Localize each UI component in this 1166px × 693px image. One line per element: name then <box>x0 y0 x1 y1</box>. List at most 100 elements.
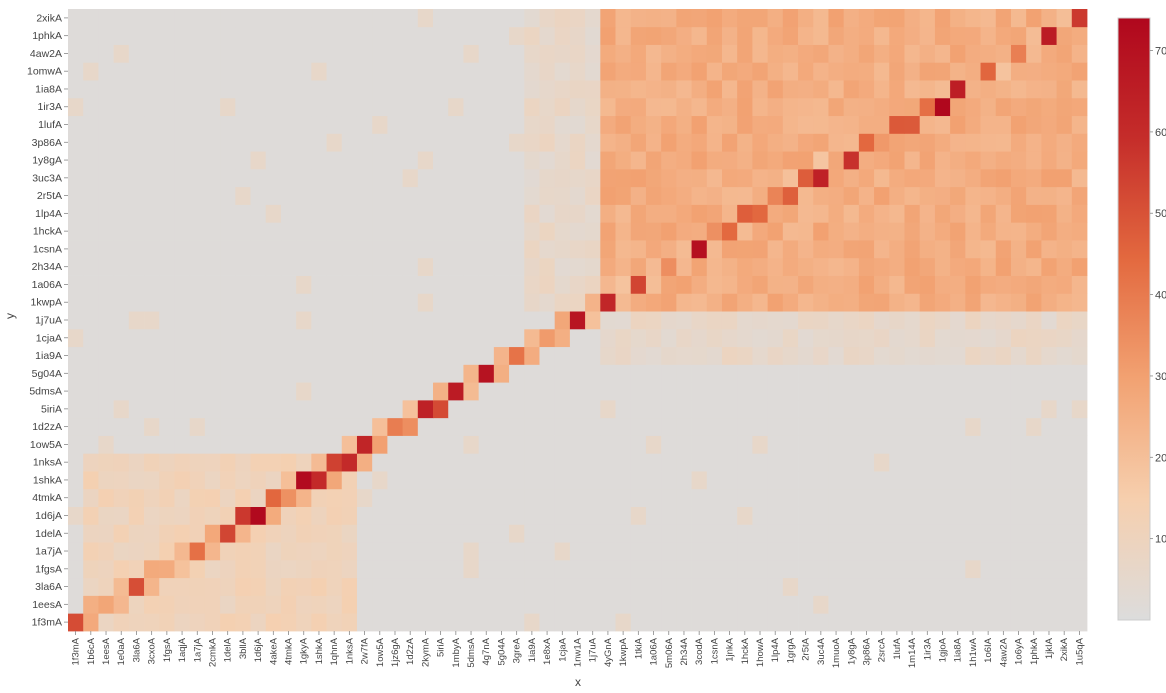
heatmap-cell <box>950 471 966 490</box>
heatmap-cell <box>1041 44 1057 63</box>
heatmap-cell <box>448 613 464 632</box>
heatmap-cell <box>630 186 647 205</box>
heatmap-cell <box>615 240 632 259</box>
heatmap-cell <box>402 595 419 614</box>
heatmap-cell <box>417 275 434 294</box>
heatmap-cell <box>706 417 723 436</box>
y-tick-label: 1csnA <box>33 243 62 255</box>
heatmap-cell <box>296 275 312 294</box>
heatmap-cell <box>83 364 99 383</box>
heatmap-cell <box>782 26 799 45</box>
heatmap-cell <box>493 257 510 276</box>
heatmap-cell <box>980 435 997 454</box>
heatmap-cell <box>600 186 616 205</box>
heatmap-cell <box>326 168 343 188</box>
heatmap-cell <box>874 222 890 241</box>
heatmap-cell <box>965 453 981 472</box>
heatmap-cell <box>372 328 388 348</box>
heatmap-cell <box>448 417 464 436</box>
heatmap-cell <box>204 471 221 490</box>
heatmap-cell <box>250 559 267 579</box>
heatmap-cell <box>189 115 206 134</box>
heatmap-cell <box>159 204 175 223</box>
heatmap-cell <box>630 311 647 330</box>
heatmap-cell <box>356 613 373 632</box>
heatmap-cell <box>402 311 419 330</box>
heatmap-cell <box>1026 293 1042 312</box>
heatmap-cell <box>828 240 845 259</box>
heatmap-cell <box>128 453 145 472</box>
heatmap-cell <box>904 506 921 525</box>
heatmap-cell <box>128 488 145 507</box>
heatmap-cell <box>509 382 525 401</box>
heatmap-cell <box>159 577 175 596</box>
heatmap-cell <box>554 62 571 81</box>
y-tick-label: 1a06A <box>32 279 62 291</box>
heatmap-cell <box>204 399 221 419</box>
heatmap-cell <box>798 275 814 294</box>
heatmap-cell <box>661 328 677 348</box>
heatmap-cell <box>326 275 343 294</box>
heatmap-cell <box>433 26 449 45</box>
heatmap-cell <box>159 471 175 490</box>
heatmap-cell <box>372 577 388 596</box>
heatmap-cell <box>919 524 936 543</box>
heatmap-cell <box>220 293 236 312</box>
heatmap-cell <box>828 542 845 561</box>
heatmap-cell <box>1041 524 1057 543</box>
heatmap-cell <box>372 275 388 294</box>
heatmap-cell <box>691 9 708 28</box>
heatmap-cell <box>128 577 145 596</box>
y-tick-label: 3p86A <box>32 137 62 149</box>
heatmap-cell <box>1026 115 1042 134</box>
heatmap-cell <box>98 595 115 614</box>
heatmap-cell <box>524 115 540 134</box>
heatmap-cell <box>83 44 99 63</box>
heatmap-cell <box>250 9 267 28</box>
heatmap-cell <box>174 577 191 596</box>
heatmap-cell <box>402 168 419 188</box>
heatmap-cell <box>341 524 358 543</box>
heatmap-cell <box>463 364 480 383</box>
heatmap-cell <box>813 222 829 241</box>
heatmap-cell <box>448 151 464 170</box>
y-tick-label: 5dmsA <box>29 386 62 398</box>
heatmap-cell <box>189 559 206 579</box>
heatmap-cell <box>1056 435 1073 454</box>
heatmap-cell <box>691 328 708 348</box>
heatmap-cell <box>737 240 753 259</box>
heatmap-cell <box>645 26 662 45</box>
heatmap-cell <box>265 613 282 632</box>
heatmap-cell <box>995 26 1012 45</box>
heatmap-cell <box>752 471 769 490</box>
heatmap-cell <box>68 346 84 365</box>
heatmap-cell <box>113 488 130 507</box>
heatmap-cell <box>752 417 769 436</box>
y-tick-label: 1lufA <box>38 119 62 131</box>
heatmap-cell <box>235 613 251 632</box>
heatmap-cell <box>448 346 464 365</box>
heatmap-cell <box>554 275 571 294</box>
heatmap-cell <box>463 133 480 152</box>
heatmap-cell <box>585 97 601 117</box>
heatmap-cell <box>828 186 845 205</box>
heatmap-cell <box>904 524 921 543</box>
heatmap-cell <box>265 151 282 170</box>
heatmap-cell <box>828 151 845 170</box>
heatmap-cell <box>220 453 236 472</box>
heatmap-cell <box>874 577 890 596</box>
heatmap-cell <box>220 97 236 117</box>
heatmap-cell <box>615 62 632 81</box>
heatmap-cell <box>919 115 936 134</box>
heatmap-cell <box>569 488 586 507</box>
heatmap-cell <box>220 613 236 632</box>
heatmap-cell <box>843 168 860 188</box>
heatmap-cell <box>1056 204 1073 223</box>
heatmap-cell <box>387 133 403 152</box>
heatmap-cell <box>950 168 966 188</box>
heatmap-cell <box>904 44 921 63</box>
heatmap-cell <box>280 62 297 81</box>
heatmap-cell <box>874 524 890 543</box>
heatmap-cell <box>554 9 571 28</box>
